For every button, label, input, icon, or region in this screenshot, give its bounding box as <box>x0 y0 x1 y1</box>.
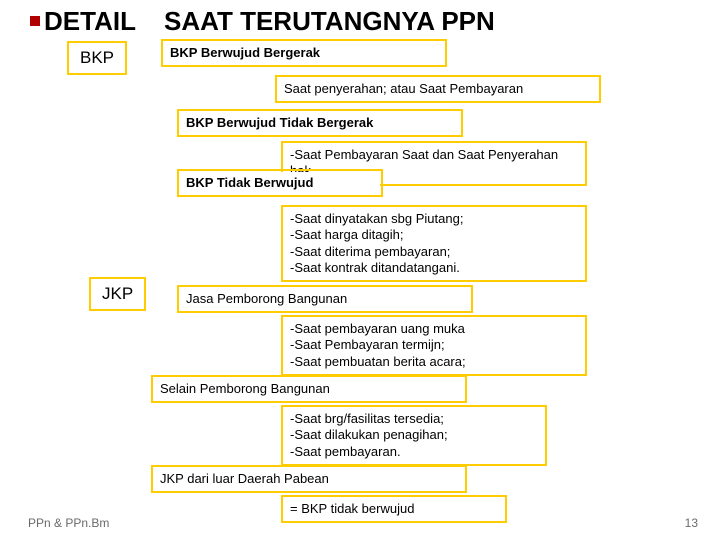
box-saat-penyerahan: Saat penyerahan; atau Saat Pembayaran <box>278 78 598 100</box>
box-piutang-list: -Saat dinyatakan sbg Piutang; -Saat harg… <box>284 208 584 279</box>
box-bkp-tidak-berwujud: BKP Tidak Berwujud <box>180 172 380 194</box>
box-bkp-tidak-bergerak: BKP Berwujud Tidak Bergerak <box>180 112 460 134</box>
footer-left: PPn & PPn.Bm <box>28 516 109 530</box>
detail-heading: DETAIL <box>44 6 136 37</box>
page-title: SAAT TERUTANGNYA PPN <box>164 6 495 37</box>
box-eq-bkp: = BKP tidak berwujud <box>284 498 504 520</box>
bkp-label: BKP <box>70 44 124 72</box>
box-fasilitas-list: -Saat brg/fasilitas tersedia; -Saat dila… <box>284 408 544 463</box>
box-selain-pemborong: Selain Pemborong Bangunan <box>154 378 464 400</box>
box-bkp-bergerak: BKP Berwujud Bergerak <box>164 42 444 64</box>
bullet-icon <box>30 16 40 26</box>
footer-page-number: 13 <box>685 516 698 530</box>
box-jkp-luar-pabean: JKP dari luar Daerah Pabean <box>154 468 464 490</box>
box-jasa-pemborong: Jasa Pemborong Bangunan <box>180 288 470 310</box>
box-pembayaran-list: -Saat pembayaran uang muka -Saat Pembaya… <box>284 318 584 373</box>
jkp-label: JKP <box>92 280 143 308</box>
